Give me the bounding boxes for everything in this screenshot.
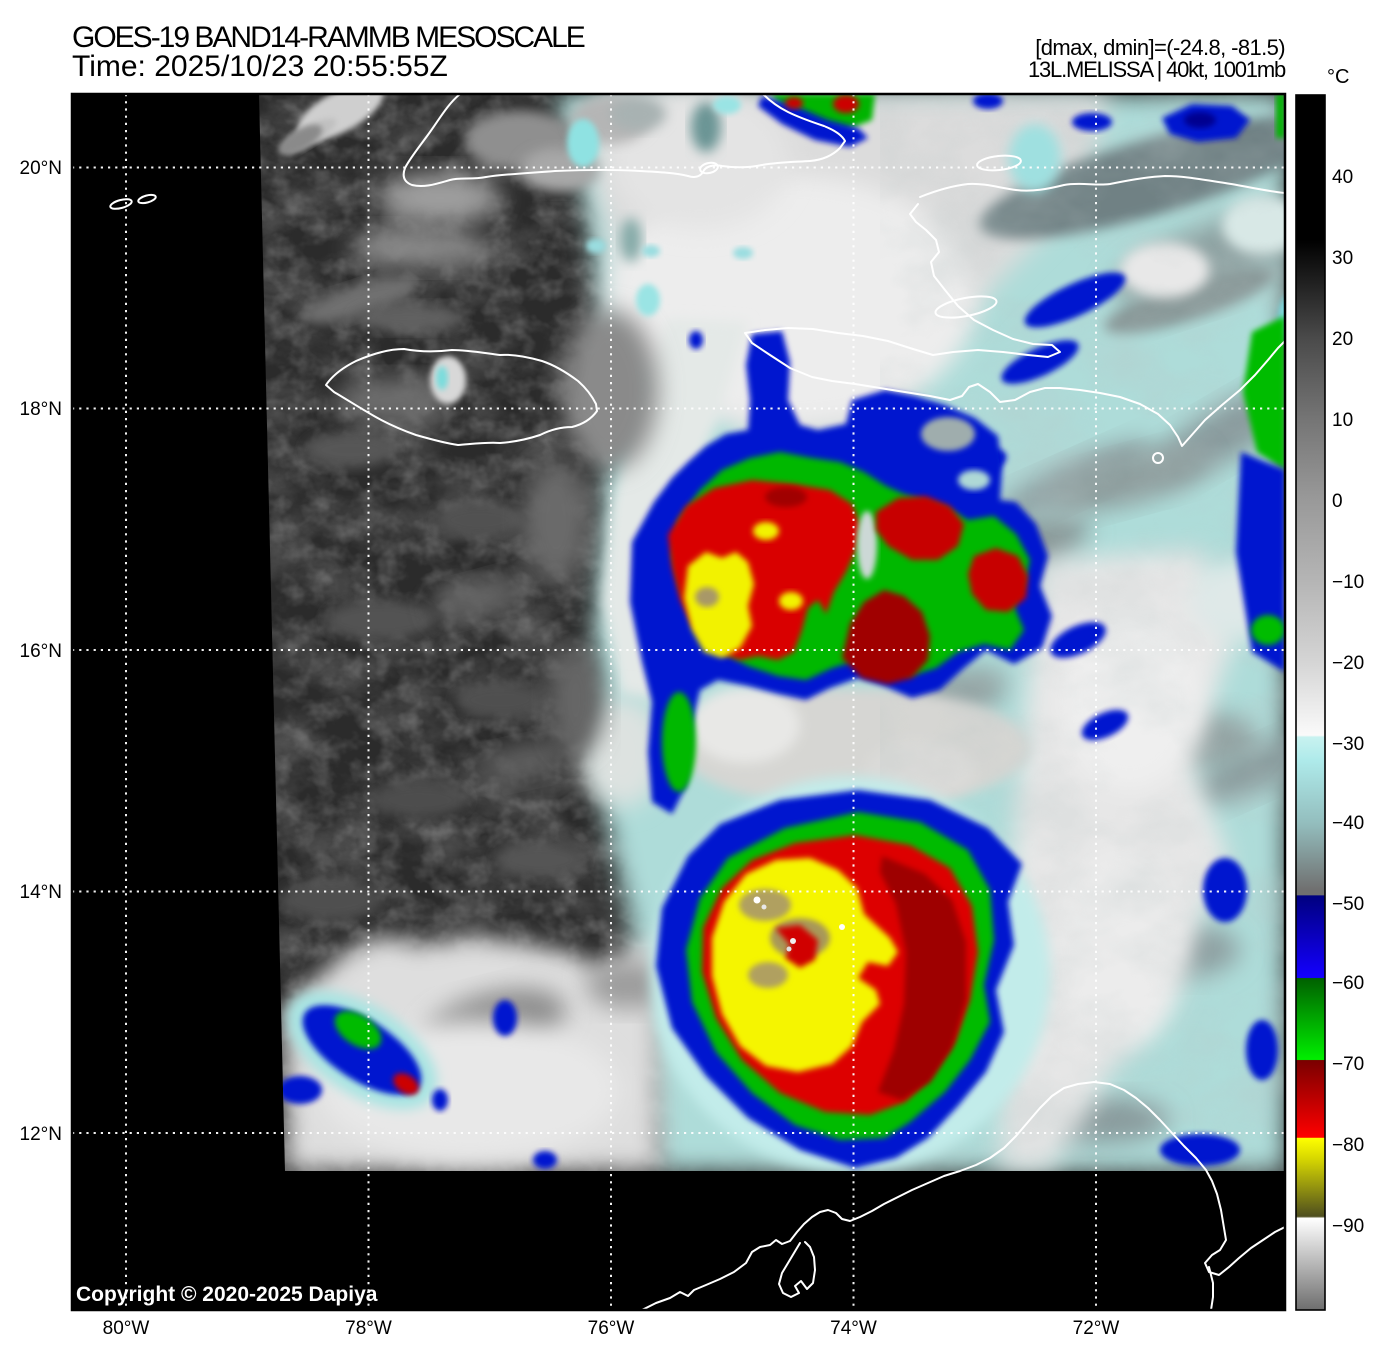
svg-text:13L.MELISSA | 40kt, 1001mb: 13L.MELISSA | 40kt, 1001mb bbox=[1028, 57, 1286, 82]
svg-text:[dmax, dmin]=(-24.8, -81.5): [dmax, dmin]=(-24.8, -81.5) bbox=[1035, 35, 1285, 60]
svg-text:−60: −60 bbox=[1332, 973, 1364, 994]
svg-text:−40: −40 bbox=[1332, 813, 1364, 834]
svg-text:GOES-19 BAND14-RAMMB MESOSCALE: GOES-19 BAND14-RAMMB MESOSCALE bbox=[72, 21, 585, 54]
svg-text:74°W: 74°W bbox=[830, 1318, 877, 1339]
svg-text:80°W: 80°W bbox=[103, 1318, 150, 1339]
svg-text:40: 40 bbox=[1332, 167, 1353, 188]
svg-text:Copyright © 2020-2025 Dapiya: Copyright © 2020-2025 Dapiya bbox=[76, 1283, 378, 1306]
svg-text:12°N: 12°N bbox=[20, 1124, 62, 1145]
svg-text:°C: °C bbox=[1327, 66, 1349, 88]
svg-text:76°W: 76°W bbox=[588, 1318, 635, 1339]
svg-text:30: 30 bbox=[1332, 248, 1353, 269]
svg-text:78°W: 78°W bbox=[345, 1318, 392, 1339]
svg-text:0: 0 bbox=[1332, 491, 1343, 512]
svg-text:−50: −50 bbox=[1332, 894, 1364, 915]
svg-text:Time: 2025/10/23 20:55:55Z: Time: 2025/10/23 20:55:55Z bbox=[72, 50, 448, 83]
svg-text:−20: −20 bbox=[1332, 653, 1364, 674]
svg-text:−70: −70 bbox=[1332, 1054, 1364, 1075]
svg-text:14°N: 14°N bbox=[20, 882, 62, 903]
svg-text:20: 20 bbox=[1332, 329, 1353, 350]
svg-text:20°N: 20°N bbox=[20, 158, 62, 179]
svg-text:−30: −30 bbox=[1332, 734, 1364, 755]
svg-text:−10: −10 bbox=[1332, 572, 1364, 593]
svg-text:−90: −90 bbox=[1332, 1216, 1364, 1237]
svg-text:10: 10 bbox=[1332, 410, 1353, 431]
svg-text:16°N: 16°N bbox=[20, 641, 62, 662]
svg-text:72°W: 72°W bbox=[1073, 1318, 1120, 1339]
svg-text:18°N: 18°N bbox=[20, 399, 62, 420]
svg-text:−80: −80 bbox=[1332, 1135, 1364, 1156]
